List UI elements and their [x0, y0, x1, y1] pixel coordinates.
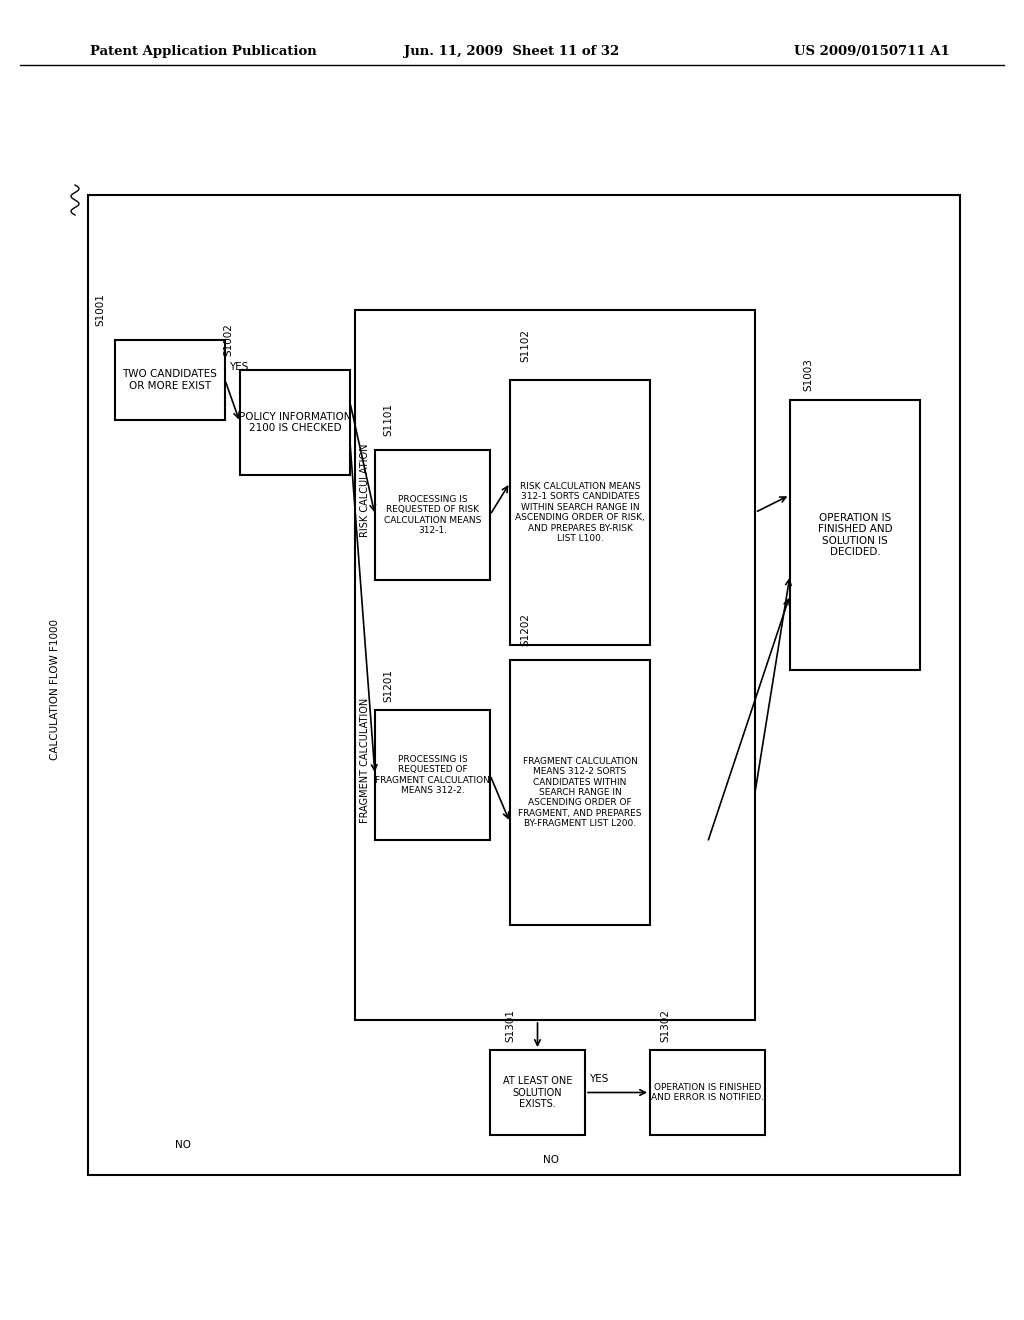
Bar — [490, 1049, 585, 1135]
Text: S1202: S1202 — [520, 614, 530, 647]
Text: FIG. 11: FIG. 11 — [115, 911, 193, 929]
Bar — [88, 195, 961, 1175]
Text: POLICY INFORMATION
2100 IS CHECKED: POLICY INFORMATION 2100 IS CHECKED — [239, 412, 351, 433]
Text: NO: NO — [175, 1140, 191, 1150]
Text: Jun. 11, 2009  Sheet 11 of 32: Jun. 11, 2009 Sheet 11 of 32 — [404, 45, 620, 58]
Text: S1101: S1101 — [383, 404, 393, 437]
Bar — [375, 710, 490, 840]
Text: FRAGMENT CALCULATION
MEANS 312-2 SORTS
CANDIDATES WITHIN
SEARCH RANGE IN
ASCENDI: FRAGMENT CALCULATION MEANS 312-2 SORTS C… — [518, 756, 642, 828]
Text: S1003: S1003 — [803, 359, 813, 392]
Bar — [115, 341, 225, 420]
Text: PROCESSING IS
REQUESTED OF
FRAGMENT CALCULATION
MEANS 312-2.: PROCESSING IS REQUESTED OF FRAGMENT CALC… — [375, 755, 489, 795]
Bar — [355, 310, 755, 1020]
Text: Patent Application Publication: Patent Application Publication — [90, 45, 316, 58]
Text: S1201: S1201 — [383, 668, 393, 701]
Text: RISK CALCULATION MEANS
312-1 SORTS CANDIDATES
WITHIN SEARCH RANGE IN
ASCENDING O: RISK CALCULATION MEANS 312-1 SORTS CANDI… — [515, 482, 645, 543]
Bar — [240, 370, 350, 475]
Bar — [790, 400, 920, 671]
Text: NO: NO — [543, 1155, 558, 1166]
Text: OPERATION IS
FINISHED AND
SOLUTION IS
DECIDED.: OPERATION IS FINISHED AND SOLUTION IS DE… — [818, 512, 892, 557]
Bar — [375, 450, 490, 579]
Text: S1301: S1301 — [505, 1008, 515, 1041]
Text: PROCESSING IS
REQUESTED OF RISK
CALCULATION MEANS
312-1.: PROCESSING IS REQUESTED OF RISK CALCULAT… — [384, 495, 481, 535]
Text: S1002: S1002 — [223, 323, 233, 356]
Text: S1001: S1001 — [95, 293, 105, 326]
Bar — [510, 660, 650, 925]
Text: CALCULATION FLOW F1000: CALCULATION FLOW F1000 — [50, 619, 60, 760]
Text: TWO CANDIDATES
OR MORE EXIST: TWO CANDIDATES OR MORE EXIST — [123, 370, 217, 391]
Text: RISK CALCULATION: RISK CALCULATION — [360, 444, 370, 537]
Text: YES: YES — [229, 362, 249, 372]
Text: S1102: S1102 — [520, 329, 530, 362]
Text: FRAGMENT CALCULATION: FRAGMENT CALCULATION — [360, 697, 370, 822]
Text: US 2009/0150711 A1: US 2009/0150711 A1 — [795, 45, 950, 58]
Text: YES: YES — [589, 1074, 608, 1085]
Bar — [650, 1049, 765, 1135]
Bar — [510, 380, 650, 645]
Text: OPERATION IS FINISHED
AND ERROR IS NOTIFIED.: OPERATION IS FINISHED AND ERROR IS NOTIF… — [651, 1082, 764, 1102]
Text: AT LEAST ONE
SOLUTION
EXISTS.: AT LEAST ONE SOLUTION EXISTS. — [503, 1076, 572, 1109]
Text: S1302: S1302 — [660, 1008, 670, 1041]
